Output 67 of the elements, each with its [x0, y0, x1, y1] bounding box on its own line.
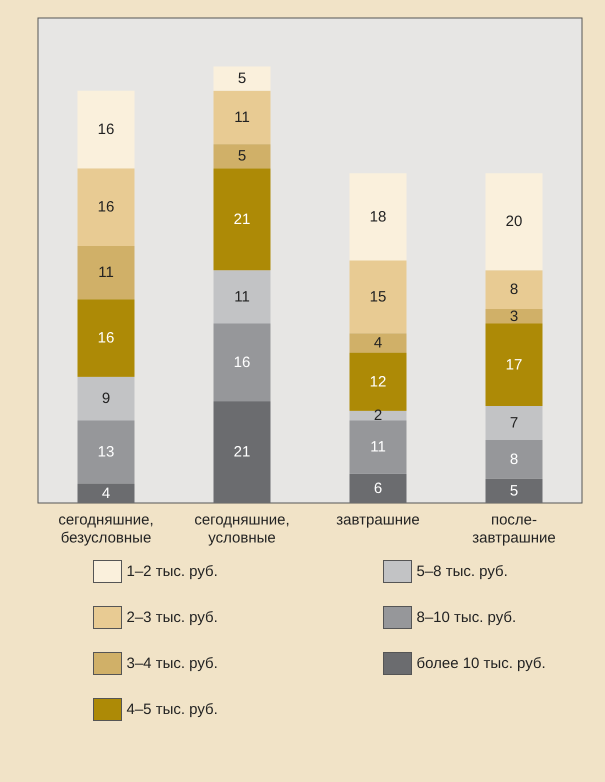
bar: [486, 478, 542, 503]
data-label: 11: [234, 288, 250, 306]
data-label: 11: [370, 438, 386, 456]
bar: [78, 90, 134, 168]
bar: [350, 410, 406, 421]
data-label: 16: [98, 330, 114, 347]
legend-label: 2–3 тыс. руб.: [126, 609, 218, 626]
data-label: 5: [510, 482, 518, 500]
legend-label: 3–4 тыс. руб.: [126, 655, 218, 672]
data-label: 6: [374, 480, 382, 497]
bar: [486, 406, 542, 440]
data-label: 7: [510, 414, 518, 432]
data-label: 12: [370, 373, 386, 390]
data-label: 18: [370, 208, 386, 226]
bar: [214, 168, 270, 270]
data-label: 2: [374, 407, 382, 424]
data-label: 8: [510, 450, 518, 468]
bar: [78, 420, 134, 484]
data-label: 21: [234, 210, 250, 228]
bar: [486, 173, 542, 270]
data-label: 16: [234, 354, 250, 371]
x-tick-label: после- завтрашние: [472, 512, 556, 546]
bar: [78, 484, 134, 503]
bar: [214, 401, 270, 503]
bar: [350, 352, 406, 411]
bar: [214, 270, 270, 324]
legend-label: более 10 тыс. руб.: [416, 655, 546, 672]
bar: [486, 270, 542, 309]
data-label: 3: [510, 308, 518, 325]
data-label: 16: [98, 198, 114, 216]
legend-label: 5–8 тыс. руб.: [416, 563, 508, 580]
bar: [350, 173, 406, 260]
data-label: 16: [98, 121, 114, 138]
data-label: 13: [98, 444, 114, 461]
data-label: 4: [374, 334, 382, 352]
x-tick-label: сегодняшние, безусловные: [58, 512, 154, 546]
data-label: 4: [102, 484, 110, 502]
data-label: 5: [238, 148, 246, 165]
bar: [486, 440, 542, 479]
bar: [486, 309, 542, 324]
x-tick-label: сегодняшние, условные: [194, 512, 290, 546]
bar: [78, 246, 134, 300]
bar: [214, 90, 270, 144]
legend-label: 1–2 тыс. руб.: [126, 563, 218, 580]
legend-label: 4–5 тыс. руб.: [126, 701, 218, 718]
data-label: 11: [234, 108, 250, 126]
x-tick-label: завтрашние: [336, 512, 420, 528]
bar: [78, 299, 134, 377]
bar: [350, 474, 406, 503]
data-label: 20: [506, 213, 522, 230]
bar: [214, 144, 270, 168]
legend-label: 8–10 тыс. руб.: [416, 609, 516, 626]
data-label: 11: [98, 264, 114, 282]
bar: [350, 333, 406, 353]
bar: [350, 420, 406, 474]
data-label: 15: [370, 288, 386, 306]
bar: [486, 324, 542, 406]
bar: [214, 66, 270, 91]
bar: [350, 260, 406, 334]
data-label: 8: [510, 281, 518, 298]
data-label: 5: [238, 70, 246, 88]
data-label: 17: [506, 356, 522, 374]
bar: [78, 168, 134, 246]
bar: [214, 324, 270, 402]
data-label: 9: [102, 390, 110, 408]
bar: [78, 376, 134, 421]
data-label: 21: [234, 444, 250, 461]
